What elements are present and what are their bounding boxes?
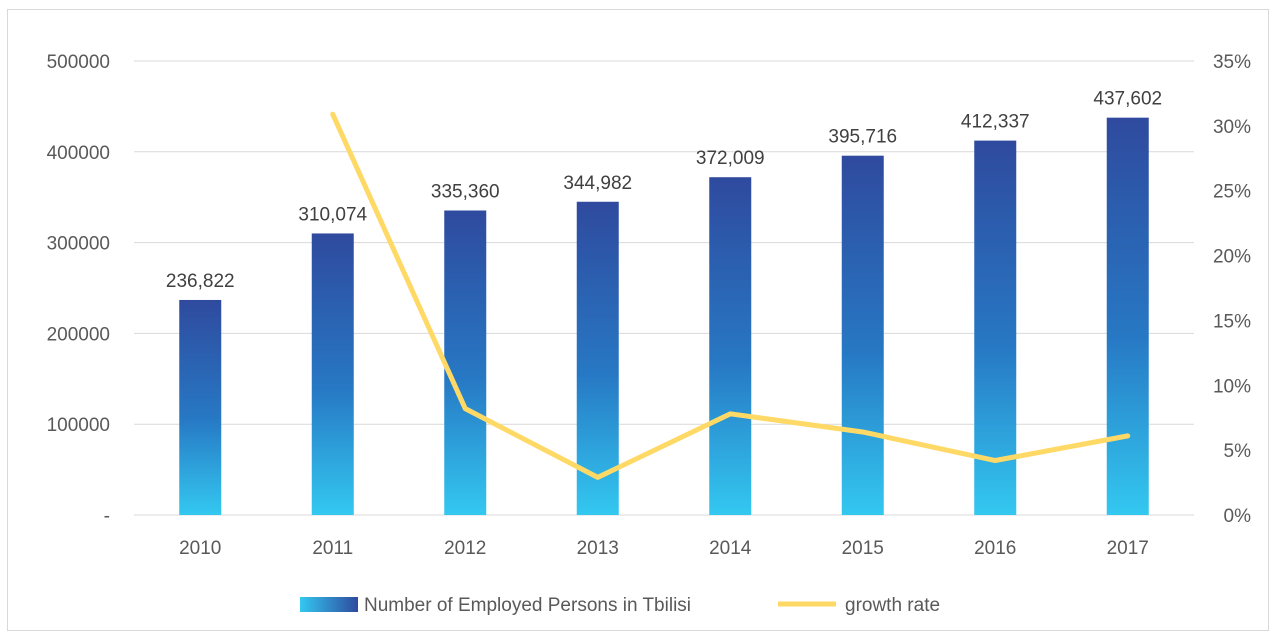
bar-data-label: 335,360 — [431, 181, 500, 202]
right-tick-label: 10% — [1213, 376, 1251, 397]
legend-bar-label: Number of Employed Persons in Tbilisi — [364, 595, 691, 616]
bar — [444, 210, 487, 516]
bar — [1106, 117, 1149, 516]
right-tick-label: 20% — [1213, 247, 1251, 268]
right-tick-label: 25% — [1213, 182, 1251, 203]
bar-data-label: 236,822 — [166, 271, 235, 292]
x-tick-label: 2012 — [444, 538, 486, 559]
growth-rate-line — [330, 111, 1131, 480]
x-tick-label: 2017 — [1107, 538, 1149, 559]
x-axis-ticks: 2010 2011 2012 2013 2014 2015 2016 2017 — [179, 538, 1149, 559]
x-tick-label: 2011 — [312, 538, 353, 559]
bar — [709, 177, 752, 516]
bar — [841, 155, 884, 515]
right-axis-ticks: 0% 5% 10% 15% 20% 25% 30% 35% — [1213, 52, 1251, 527]
left-tick-label: - — [104, 506, 110, 527]
data-labels: 236,822 310,074 335,360 344,982 372,009 395,7… — [166, 89, 1162, 292]
right-tick-label: 0% — [1224, 506, 1252, 527]
legend-bar-swatch — [300, 597, 358, 612]
left-tick-label: 100000 — [47, 415, 110, 436]
x-tick-label: 2010 — [179, 538, 221, 559]
right-tick-label: 35% — [1213, 52, 1251, 73]
left-tick-label: 200000 — [47, 324, 110, 345]
left-axis-ticks: - 100000 200000 300000 400000 500000 — [47, 52, 110, 527]
right-tick-label: 5% — [1224, 441, 1252, 462]
gridlines — [134, 60, 1194, 516]
right-tick-label: 15% — [1213, 311, 1251, 332]
x-tick-label: 2016 — [974, 538, 1016, 559]
bar — [311, 233, 354, 515]
bar-data-label: 310,074 — [298, 204, 367, 225]
left-tick-label: 300000 — [47, 234, 110, 255]
x-tick-label: 2014 — [709, 538, 752, 559]
bar-data-label: 437,602 — [1093, 89, 1162, 110]
growth-line-layer — [330, 111, 1131, 480]
bar-data-label: 412,337 — [961, 112, 1030, 133]
x-tick-label: 2015 — [842, 538, 884, 559]
bar-data-label: 395,716 — [828, 127, 897, 148]
right-tick-label: 30% — [1213, 117, 1251, 138]
bar — [179, 299, 222, 515]
left-tick-label: 500000 — [47, 52, 110, 73]
bar — [576, 201, 619, 515]
bar — [974, 140, 1017, 515]
bars — [179, 117, 1149, 516]
bar-data-label: 372,009 — [696, 148, 765, 169]
bar-data-label: 344,982 — [563, 173, 632, 194]
left-tick-label: 400000 — [47, 143, 110, 164]
legend: Number of Employed Persons in Tbilisi gr… — [300, 595, 940, 616]
x-tick-label: 2013 — [577, 538, 619, 559]
legend-line-label: growth rate — [845, 595, 940, 616]
